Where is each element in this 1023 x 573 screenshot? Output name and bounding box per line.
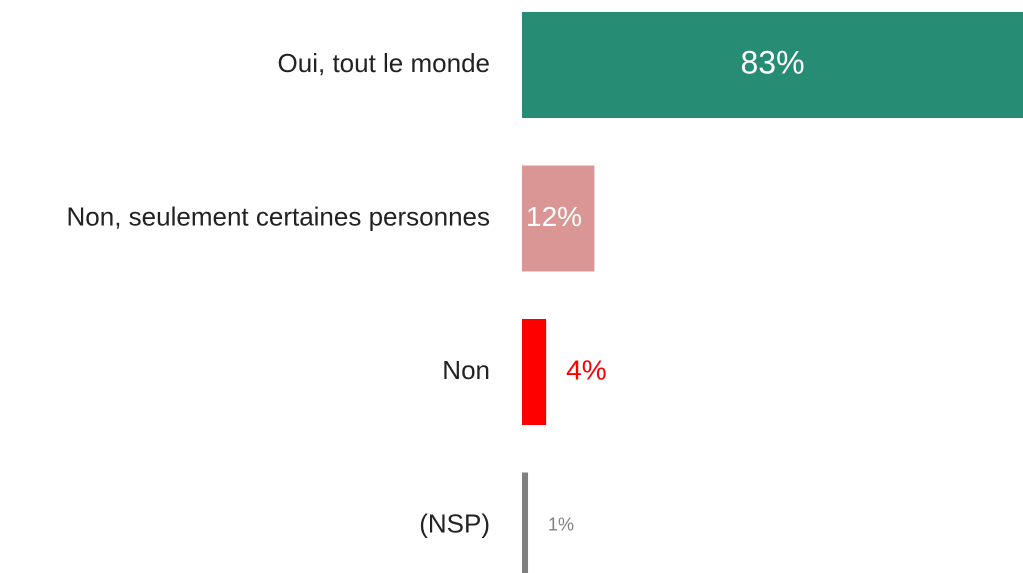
bar: [522, 319, 547, 425]
category-label: Non: [442, 355, 490, 385]
bar: [522, 12, 1023, 118]
value-label: 4%: [566, 354, 606, 385]
category-label: (NSP): [419, 508, 490, 538]
value-label: 12%: [526, 201, 582, 232]
value-label: 1%: [548, 514, 574, 534]
value-label: 83%: [740, 44, 804, 80]
bar: [522, 472, 529, 573]
category-label: Non, seulement certaines personnes: [67, 201, 490, 231]
category-label: Oui, tout le monde: [278, 48, 490, 78]
bar: [522, 165, 595, 272]
